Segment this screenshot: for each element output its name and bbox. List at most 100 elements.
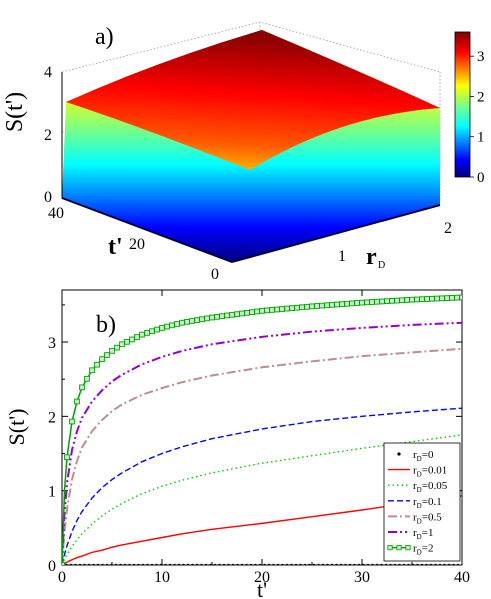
data-point: [294, 563, 298, 565]
legend-box: [383, 442, 461, 562]
data-point: [285, 563, 289, 565]
data-point: [159, 325, 165, 331]
series-r-d-0-01: [62, 495, 462, 565]
x-tick-label: 0: [58, 569, 66, 586]
z-tick-2: 2: [44, 127, 52, 144]
data-point: [69, 563, 73, 565]
r-tick-1: 1: [338, 248, 346, 265]
data-point: [200, 563, 203, 565]
data-point: [69, 418, 75, 425]
data-point: [119, 563, 122, 565]
legend-marker: [405, 545, 411, 551]
data-point: [414, 296, 420, 303]
data-point: [109, 348, 115, 354]
data-point: [402, 563, 406, 565]
x-tick-label: 20: [254, 569, 270, 586]
data-point: [425, 563, 428, 565]
data-point: [272, 563, 275, 565]
data-point: [79, 384, 85, 391]
data-point: [119, 341, 125, 348]
data-point: [443, 563, 446, 565]
data-point: [290, 563, 293, 565]
data-point: [419, 296, 425, 303]
data-point: [393, 563, 397, 565]
data-point: [173, 563, 176, 565]
data-point: [411, 563, 415, 565]
data-point: [279, 306, 285, 312]
data-point: [399, 297, 405, 304]
data-point: [222, 563, 226, 565]
data-point: [83, 563, 86, 565]
data-point: [344, 563, 347, 565]
data-point: [444, 295, 450, 301]
data-point: [155, 563, 158, 565]
legend-label: rD=0.01: [413, 465, 447, 479]
data-point: [189, 318, 195, 324]
series-r-d-0-1: [62, 407, 462, 565]
data-point: [186, 563, 190, 565]
data-point: [239, 310, 245, 317]
data-point: [394, 297, 400, 304]
data-point: [434, 563, 437, 565]
surface-axes: [61, 72, 441, 263]
data-point: [174, 321, 180, 327]
y-tick-label: 3: [48, 335, 56, 352]
data-point: [78, 563, 82, 565]
data-point: [424, 296, 430, 302]
svg-text:D: D: [378, 260, 385, 271]
colorbar-ticks: 0 1 2 3: [470, 49, 485, 186]
legend-item: rD=0: [397, 449, 434, 463]
data-point: [191, 563, 194, 565]
panel-a-label: a): [95, 24, 114, 50]
r-axis-label: r D: [366, 244, 385, 271]
data-point: [164, 563, 167, 565]
data-point: [219, 313, 225, 320]
data-point: [334, 301, 340, 308]
data-point: [114, 563, 118, 565]
data-point: [258, 563, 262, 565]
data-point: [254, 563, 257, 565]
data-point: [389, 563, 392, 565]
legend-label: rD=2: [413, 543, 433, 557]
data-point: [62, 562, 65, 565]
colorbar-tick-label: 3: [477, 49, 485, 65]
r-tick-2: 2: [444, 220, 452, 237]
data-point: [236, 563, 239, 565]
data-point: [303, 563, 307, 565]
legend-label: rD=0.05: [413, 480, 448, 494]
data-point: [398, 563, 401, 565]
data-point: [231, 563, 235, 565]
data-point: [407, 563, 410, 565]
data-point: [184, 318, 190, 325]
data-point: [224, 312, 230, 319]
data-point: [276, 563, 280, 565]
data-point: [384, 298, 390, 304]
z-axis-label: S(t'): [2, 92, 28, 132]
data-point: [144, 330, 150, 336]
data-point: [304, 303, 310, 310]
data-point: [249, 309, 255, 315]
data-point: [357, 563, 361, 565]
data-point: [92, 563, 95, 565]
panel-b-label: b): [96, 312, 116, 338]
data-point: [168, 563, 172, 565]
data-point: [354, 300, 360, 306]
data-point: [434, 295, 440, 302]
data-point: [429, 563, 433, 565]
data-point: [380, 563, 383, 565]
data-point: [129, 336, 135, 343]
data-point: [324, 302, 330, 309]
data-point: [124, 338, 130, 345]
data-point: [379, 298, 385, 305]
colorbar: 0 1 2 3: [454, 31, 485, 186]
data-point: [179, 319, 185, 326]
t-tick-0: 0: [211, 266, 219, 283]
data-point: [362, 563, 365, 565]
data-point: [314, 303, 320, 309]
t-axis-label: t': [108, 234, 123, 260]
data-point: [137, 563, 140, 565]
z-tick-4: 4: [44, 64, 52, 81]
data-point: [209, 314, 215, 321]
data-point: [227, 563, 230, 565]
axis-ticks: 0 10 20 30 40 0 1 2 3: [48, 290, 470, 586]
